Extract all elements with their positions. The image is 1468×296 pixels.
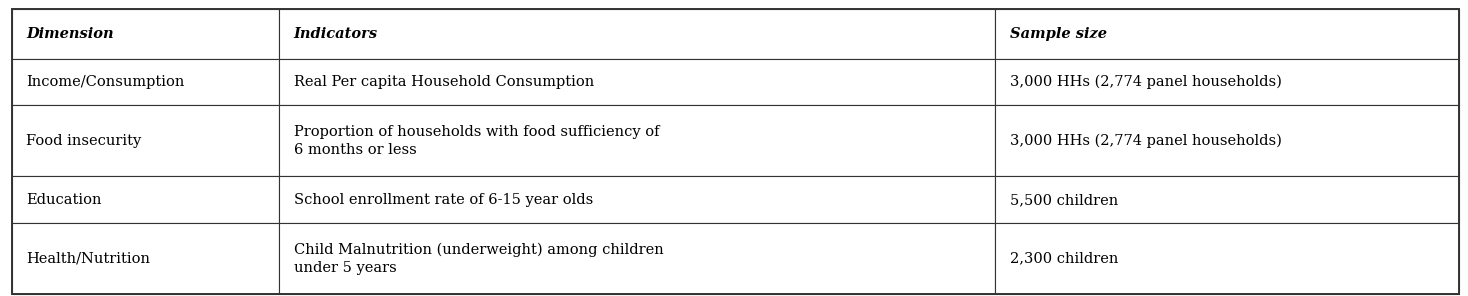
Bar bbox=[12, 176, 279, 223]
Bar bbox=[995, 223, 1459, 294]
Bar bbox=[12, 9, 279, 59]
Bar bbox=[995, 105, 1459, 176]
Bar bbox=[279, 176, 995, 223]
Bar bbox=[995, 176, 1459, 223]
Text: Indicators: Indicators bbox=[294, 27, 377, 41]
Text: 3,000 HHs (2,774 panel households): 3,000 HHs (2,774 panel households) bbox=[1010, 134, 1282, 148]
Text: Income/Consumption: Income/Consumption bbox=[26, 75, 185, 89]
Bar bbox=[995, 9, 1459, 59]
Text: Sample size: Sample size bbox=[1010, 27, 1107, 41]
Text: Child Malnutrition (underweight) among children
under 5 years: Child Malnutrition (underweight) among c… bbox=[294, 243, 664, 275]
Text: Health/Nutrition: Health/Nutrition bbox=[26, 252, 150, 266]
Bar bbox=[995, 59, 1459, 105]
Text: Dimension: Dimension bbox=[26, 27, 115, 41]
Text: 5,500 children: 5,500 children bbox=[1010, 193, 1119, 207]
Text: Real Per capita Household Consumption: Real Per capita Household Consumption bbox=[294, 75, 595, 89]
Bar bbox=[12, 59, 279, 105]
Text: 2,300 children: 2,300 children bbox=[1010, 252, 1119, 266]
Text: Education: Education bbox=[26, 193, 101, 207]
Bar bbox=[12, 223, 279, 294]
Bar bbox=[279, 9, 995, 59]
Text: School enrollment rate of 6-15 year olds: School enrollment rate of 6-15 year olds bbox=[294, 193, 593, 207]
Bar bbox=[279, 105, 995, 176]
Bar bbox=[279, 223, 995, 294]
Text: 3,000 HHs (2,774 panel households): 3,000 HHs (2,774 panel households) bbox=[1010, 75, 1282, 89]
Text: Food insecurity: Food insecurity bbox=[26, 134, 142, 148]
Bar bbox=[279, 59, 995, 105]
Bar bbox=[12, 105, 279, 176]
Text: Proportion of households with food sufficiency of
6 months or less: Proportion of households with food suffi… bbox=[294, 125, 659, 157]
